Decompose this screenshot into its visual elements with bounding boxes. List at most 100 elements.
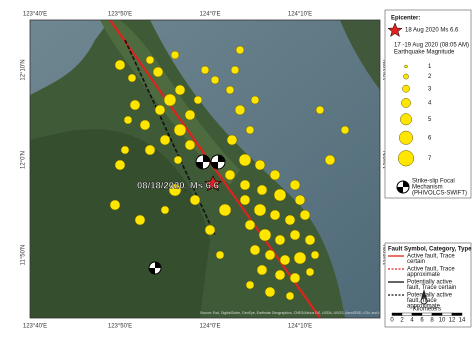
- aftershock: [152, 66, 164, 78]
- grid-label: 12°0'N: [21, 151, 27, 169]
- aftershock: [245, 125, 255, 135]
- epicenter-star: [204, 175, 222, 192]
- scale-segment: [421, 312, 433, 316]
- legend-label: 1: [428, 64, 432, 70]
- legend-focal: [396, 180, 410, 194]
- aftershock: [245, 280, 255, 290]
- aftershock: [210, 75, 220, 85]
- scale-segment: [451, 312, 463, 316]
- scale-segment: [431, 312, 443, 316]
- aftershock: [218, 203, 232, 217]
- aftershock: [273, 188, 287, 202]
- legend-item: 17 -19 Aug 2020 (08:05 AM): [394, 43, 469, 49]
- aftershock: [134, 214, 146, 226]
- scale-segment: [411, 312, 423, 316]
- scale-segment: [441, 312, 453, 316]
- scale-segment: [391, 312, 403, 316]
- legend-dot: [402, 84, 410, 93]
- aftershock: [310, 250, 320, 260]
- scale-label: 6: [420, 318, 424, 324]
- event-label: 08/18/2020, Ms 6.6: [137, 181, 219, 192]
- aftershock: [173, 155, 183, 165]
- legend-title: Epicenter:: [391, 16, 420, 22]
- aftershock: [145, 55, 155, 65]
- legend-label: Potentially active: [407, 280, 453, 286]
- aftershock: [256, 184, 268, 196]
- aftershock: [168, 183, 182, 197]
- fault-legend-title: Fault Symbol, Category, Type: [388, 247, 472, 253]
- grid-label: 123°50'E: [108, 324, 132, 330]
- aftershocks: [109, 45, 350, 301]
- aftershock: [256, 264, 268, 276]
- aftershock: [324, 154, 336, 166]
- grid-label: 123°40'E: [23, 12, 47, 18]
- aftershock: [294, 194, 306, 206]
- land-south: [30, 129, 210, 318]
- legend-label: 3: [428, 86, 432, 92]
- aftershock: [239, 194, 251, 206]
- aftershock: [284, 214, 296, 226]
- aftershock: [170, 50, 180, 60]
- aftershock: [253, 203, 267, 217]
- aftershock: [249, 244, 261, 256]
- aftershock: [129, 99, 141, 111]
- grid-label: 123°40'E: [23, 324, 47, 330]
- legend-label: 4: [428, 101, 432, 107]
- aftershock: [269, 209, 281, 221]
- aftershock: [239, 179, 251, 191]
- focal-legend: Strike-slip FocalMechanism(PHIVOLCS-SWIF…: [412, 179, 467, 197]
- scale-segment: [401, 312, 413, 316]
- aftershock: [215, 250, 225, 260]
- legend-star: [387, 22, 403, 38]
- aftershock: [305, 267, 315, 277]
- aftershock: [289, 229, 301, 241]
- legend-dot: [403, 73, 409, 80]
- legend-item: 18 Aug 2020 Ms 6.6: [405, 28, 459, 34]
- aftershock: [120, 145, 130, 155]
- legend-label: 2: [428, 74, 432, 80]
- scale-label: 4: [410, 318, 414, 324]
- legend-dot: [400, 113, 412, 126]
- aftershock: [285, 291, 295, 301]
- aftershock: [254, 159, 266, 171]
- legend-label: Strike-slip Focal: [412, 179, 455, 185]
- scale-label: 0: [390, 318, 394, 324]
- legend-label: fault, Trace certain: [407, 285, 456, 291]
- aftershock: [244, 219, 256, 231]
- aftershock: [144, 144, 156, 156]
- scale-label: 12: [449, 318, 456, 324]
- aftershock: [226, 134, 238, 146]
- island: [340, 20, 380, 90]
- legend-dot: [404, 64, 408, 69]
- aftershock: [189, 194, 201, 206]
- scale-label: 2: [400, 318, 404, 324]
- grid-label: 12°10'N: [21, 59, 27, 80]
- aftershock: [250, 95, 260, 105]
- aftershock: [160, 205, 170, 215]
- legend-label: 5: [428, 117, 432, 123]
- legend-label: approximate: [407, 272, 441, 278]
- legend-label: (PHIVOLCS-SWIFT): [412, 191, 467, 197]
- aftershock: [299, 209, 311, 221]
- legend-box: [384, 9, 472, 199]
- scale-label: 14: [459, 318, 466, 324]
- legend-label: Mechanism: [412, 185, 443, 191]
- grid-label: 11°50'N: [21, 245, 27, 266]
- legend-dot: [399, 130, 413, 145]
- aftershock: [173, 123, 187, 137]
- aftershock: [114, 59, 126, 71]
- aftershock: [184, 139, 196, 151]
- aftershock: [289, 179, 301, 191]
- aftershock: [230, 65, 240, 75]
- aftershock: [274, 234, 286, 246]
- legend-label: 6: [428, 135, 432, 141]
- aftershock: [225, 85, 235, 95]
- grid-label: 124°10'E: [288, 12, 312, 18]
- source-text: Source: Esri, DigitalGlobe, GeoEye, Eart…: [200, 311, 418, 315]
- aftershock: [238, 153, 252, 167]
- north-arrow: [420, 289, 428, 305]
- legend-label: Potentially active: [407, 293, 453, 299]
